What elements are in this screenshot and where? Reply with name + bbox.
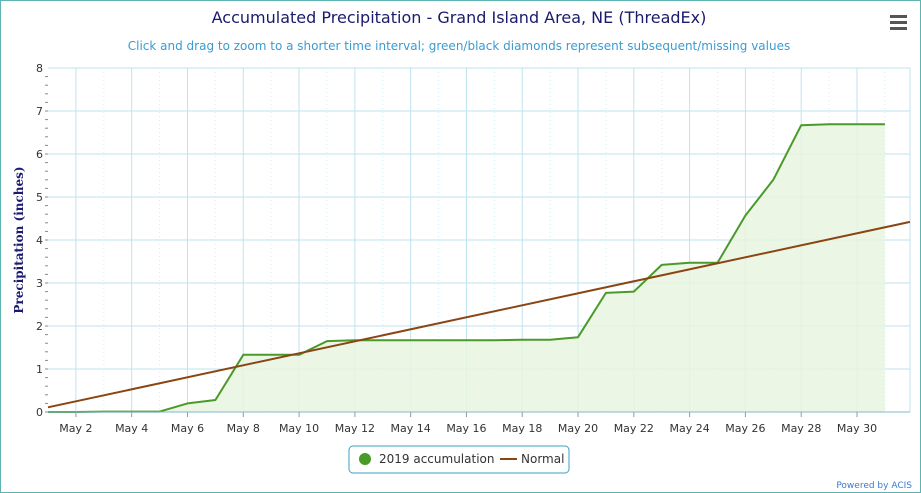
- series-2019-point[interactable]: [631, 289, 636, 294]
- axes: 0 1 2 3 4 5 6 7 8 May 2 May 4 May 6 May 8 May 10 May 1…: [36, 62, 910, 435]
- legend-item-normal[interactable]: Normal: [500, 452, 564, 466]
- plot-area[interactable]: [46, 122, 911, 415]
- x-tick-label: May 2: [59, 422, 92, 435]
- x-tick-label: May 18: [502, 422, 542, 435]
- x-tick-label: May 6: [171, 422, 204, 435]
- credits-link[interactable]: Powered by ACIS: [836, 481, 912, 491]
- y-tick-label: 1: [36, 363, 43, 376]
- y-tick-label: 7: [36, 105, 43, 118]
- series-2019-point[interactable]: [436, 338, 441, 343]
- y-axis-label: Precipitation (inches): [12, 166, 26, 313]
- legend-label-normal: Normal: [521, 452, 564, 466]
- hamburger-menu-icon[interactable]: [884, 10, 912, 36]
- x-tick-label: May 16: [446, 422, 486, 435]
- series-2019-point[interactable]: [408, 338, 413, 343]
- series-normal-line[interactable]: [47, 220, 911, 409]
- series-2019-point[interactable]: [185, 401, 190, 406]
- series-2019-area: [48, 124, 885, 413]
- y-tick-label: 8: [36, 62, 43, 75]
- series-2019-point[interactable]: [687, 260, 692, 265]
- x-tick-label: May 26: [725, 422, 765, 435]
- series-2019-point[interactable]: [492, 338, 497, 343]
- series-2019-point[interactable]: [520, 337, 525, 342]
- series-2019-point[interactable]: [380, 338, 385, 343]
- x-tick-label: May 20: [558, 422, 598, 435]
- series-2019-point[interactable]: [548, 337, 553, 342]
- series-2019-point[interactable]: [799, 123, 804, 128]
- x-tick-label: May 8: [227, 422, 260, 435]
- x-tick-label: May 22: [614, 422, 654, 435]
- x-tick-label: May 28: [781, 422, 821, 435]
- series-2019-point[interactable]: [324, 339, 329, 344]
- legend-box: [348, 445, 570, 474]
- x-tick-label: May 24: [669, 422, 709, 435]
- y-tick-label: 4: [36, 234, 43, 247]
- y-tick-label: 2: [36, 320, 43, 333]
- series-2019-point[interactable]: [882, 122, 887, 127]
- chart-subtitle: Click and drag to zoom to a shorter time…: [128, 39, 790, 53]
- legend: 2019 accumulation Normal: [348, 445, 570, 474]
- x-tick-label: May 4: [115, 422, 148, 435]
- y-tick-label: 6: [36, 148, 43, 161]
- series-2019-point[interactable]: [213, 397, 218, 402]
- x-tick-label: May 30: [837, 422, 877, 435]
- y-tick-label: 3: [36, 277, 43, 290]
- x-tick-label: May 10: [279, 422, 319, 435]
- series-2019-point[interactable]: [854, 122, 859, 127]
- series-2019-point[interactable]: [269, 352, 274, 357]
- legend-label-2019: 2019 accumulation: [379, 452, 494, 466]
- series-2019-point[interactable]: [241, 352, 246, 357]
- series-2019-line[interactable]: [48, 123, 885, 413]
- x-tick-label: May 12: [335, 422, 375, 435]
- legend-item-2019[interactable]: 2019 accumulation: [359, 452, 494, 466]
- y-tick-label: 0: [36, 406, 43, 419]
- series-2019-point[interactable]: [771, 177, 776, 182]
- series-2019-point[interactable]: [464, 338, 469, 343]
- series-2019-point[interactable]: [743, 213, 748, 218]
- series-2019-point[interactable]: [576, 335, 581, 340]
- series-2019-point[interactable]: [603, 290, 608, 295]
- y-tick-label: 5: [36, 191, 43, 204]
- series-2019-point[interactable]: [827, 122, 832, 127]
- legend-marker-2019: [359, 453, 371, 465]
- x-tick-label: May 14: [391, 422, 431, 435]
- series-2019-point[interactable]: [659, 262, 664, 267]
- chart-title: Accumulated Precipitation - Grand Island…: [212, 8, 707, 27]
